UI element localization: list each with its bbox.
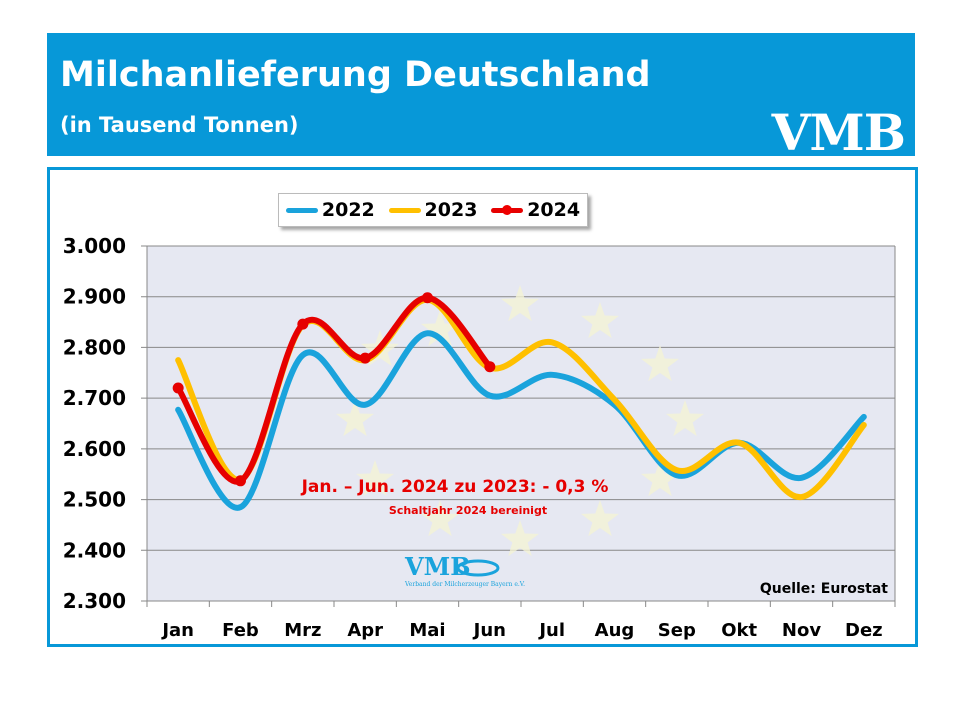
eu-star-icon	[640, 345, 680, 382]
y-tick-label: 2.400	[63, 538, 126, 562]
annotation-note: Schaltjahr 2024 bereinigt	[389, 504, 547, 517]
y-tick-label: 2.300	[63, 589, 126, 613]
legend-item-2024: 2024	[491, 199, 580, 221]
eu-star-icon	[420, 310, 460, 347]
x-tick-label: Jun	[472, 620, 506, 641]
eu-star-icon	[500, 285, 540, 322]
vmb-logo: VMB	[771, 103, 906, 162]
eu-star-icon	[580, 500, 620, 537]
legend-label: 2023	[424, 199, 478, 221]
data-point-2024	[422, 292, 433, 304]
eu-star-icon	[580, 302, 620, 339]
x-tick-label: Aug	[595, 620, 635, 641]
data-point-2024	[359, 352, 371, 364]
legend-swatch	[491, 204, 524, 215]
eu-star-icon	[355, 460, 395, 497]
legend-label: 2022	[321, 199, 375, 221]
x-tick-label: Nov	[782, 620, 821, 641]
page-title: Milchanlieferung Deutschland	[60, 55, 651, 95]
data-point-2024	[172, 382, 184, 394]
y-tick-label: 3.000	[63, 234, 126, 258]
eu-star-icon	[640, 460, 680, 497]
x-tick-label: Jul	[537, 620, 565, 641]
eu-star-icon	[500, 520, 540, 557]
y-tick-label: 2.600	[63, 437, 126, 461]
legend-label: 2024	[527, 199, 581, 221]
eu-star-icon	[335, 400, 375, 437]
data-point-2024	[484, 361, 496, 373]
x-tick-label: Okt	[721, 620, 757, 641]
y-tick-label: 2.900	[63, 285, 126, 309]
legend-swatch	[388, 207, 421, 213]
eu-star-icon	[665, 400, 705, 437]
x-tick-label: Apr	[347, 620, 383, 641]
watermark-logo: VMB	[404, 552, 470, 581]
y-tick-label: 2.700	[63, 386, 126, 410]
x-tick-label: Feb	[222, 620, 259, 641]
legend-item-2023: 2023	[388, 199, 478, 221]
watermark: VMB Verband der Milcherzeuger Bayern e.V…	[404, 552, 525, 588]
x-tick-label: Mrz	[284, 620, 321, 641]
header-banner: Milchanlieferung Deutschland (in Tausend…	[47, 33, 915, 162]
x-tick-label: Sep	[658, 620, 696, 641]
legend-swatch	[285, 207, 318, 213]
y-tick-label: 2.800	[63, 335, 126, 359]
legend-item-2022: 2022	[285, 199, 375, 221]
watermark-text: Verband der Milcherzeuger Bayern e.V.	[404, 581, 525, 588]
eu-star-icon	[420, 500, 460, 537]
source-label: Quelle: Eurostat	[760, 581, 888, 597]
annotation: Jan. – Jun. 2024 zu 2023: - 0,3 %	[301, 477, 609, 497]
y-tick-label: 2.500	[63, 488, 126, 512]
data-point-2024	[235, 475, 246, 487]
page-subtitle: (in Tausend Tonnen)	[60, 113, 299, 137]
watermark-logo-icon	[456, 559, 500, 577]
x-tick-label: Dez	[845, 620, 883, 641]
x-tick-label: Mai	[409, 620, 445, 641]
data-point-2024	[297, 318, 309, 330]
legend: 2022 2023 2024	[278, 193, 588, 227]
x-tick-label: Jan	[160, 620, 194, 641]
